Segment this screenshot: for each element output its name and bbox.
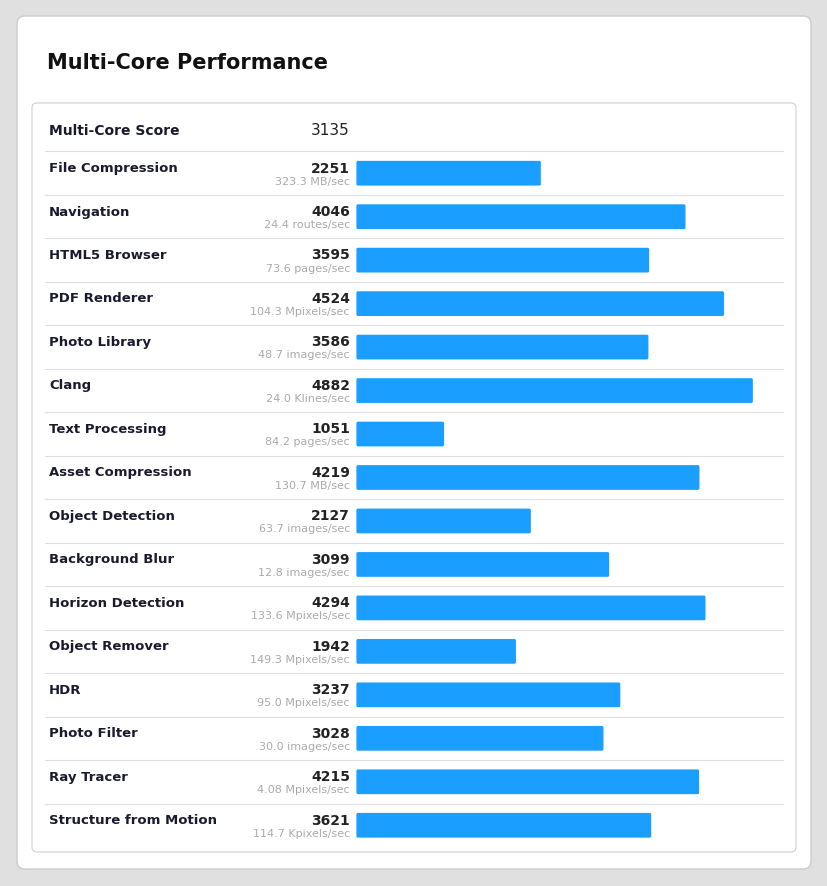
- Text: Object Detection: Object Detection: [49, 509, 174, 522]
- FancyBboxPatch shape: [356, 466, 699, 490]
- Text: 4294: 4294: [311, 595, 350, 610]
- FancyBboxPatch shape: [356, 596, 705, 620]
- Text: Horizon Detection: Horizon Detection: [49, 596, 184, 609]
- FancyBboxPatch shape: [356, 683, 619, 707]
- FancyBboxPatch shape: [356, 291, 723, 316]
- FancyBboxPatch shape: [356, 205, 685, 229]
- Text: 84.2 pages/sec: 84.2 pages/sec: [265, 437, 350, 447]
- Text: 48.7 images/sec: 48.7 images/sec: [258, 350, 350, 360]
- Text: 4882: 4882: [310, 378, 350, 392]
- Text: 3099: 3099: [311, 552, 350, 566]
- Text: PDF Renderer: PDF Renderer: [49, 292, 153, 305]
- Text: Multi-Core Score: Multi-Core Score: [49, 123, 179, 137]
- Text: File Compression: File Compression: [49, 162, 178, 175]
- Text: Background Blur: Background Blur: [49, 553, 174, 565]
- Text: 73.6 pages/sec: 73.6 pages/sec: [265, 263, 350, 273]
- Text: 4524: 4524: [310, 291, 350, 306]
- FancyBboxPatch shape: [356, 640, 515, 664]
- FancyBboxPatch shape: [356, 509, 530, 533]
- Text: Text Processing: Text Processing: [49, 423, 166, 435]
- FancyBboxPatch shape: [32, 104, 795, 852]
- Text: 95.0 Mpixels/sec: 95.0 Mpixels/sec: [257, 697, 350, 707]
- Text: 130.7 MB/sec: 130.7 MB/sec: [275, 480, 350, 490]
- Text: 4215: 4215: [310, 769, 350, 783]
- Text: Photo Library: Photo Library: [49, 336, 151, 348]
- Text: 3586: 3586: [311, 335, 350, 349]
- Text: Multi-Core Performance: Multi-Core Performance: [47, 53, 327, 73]
- FancyBboxPatch shape: [356, 161, 540, 186]
- Text: Navigation: Navigation: [49, 206, 130, 218]
- Text: Object Remover: Object Remover: [49, 640, 169, 652]
- Text: 3237: 3237: [311, 682, 350, 696]
- Text: 24.4 routes/sec: 24.4 routes/sec: [263, 220, 350, 229]
- Text: 104.3 Mpixels/sec: 104.3 Mpixels/sec: [250, 307, 350, 316]
- FancyBboxPatch shape: [356, 770, 698, 794]
- Text: Photo Filter: Photo Filter: [49, 727, 137, 739]
- Text: 63.7 images/sec: 63.7 images/sec: [258, 524, 350, 533]
- Text: 114.7 Kpixels/sec: 114.7 Kpixels/sec: [252, 828, 350, 837]
- Text: Asset Compression: Asset Compression: [49, 466, 191, 478]
- Text: Ray Tracer: Ray Tracer: [49, 770, 127, 782]
- FancyBboxPatch shape: [356, 553, 609, 577]
- Text: 1051: 1051: [311, 422, 350, 436]
- FancyBboxPatch shape: [356, 423, 443, 447]
- FancyBboxPatch shape: [356, 378, 752, 403]
- Text: 12.8 images/sec: 12.8 images/sec: [258, 567, 350, 577]
- FancyBboxPatch shape: [356, 335, 648, 360]
- Text: 4.08 Mpixels/sec: 4.08 Mpixels/sec: [257, 784, 350, 794]
- Text: 3135: 3135: [311, 123, 350, 138]
- Text: 2127: 2127: [311, 509, 350, 523]
- Text: 3595: 3595: [311, 248, 350, 262]
- Text: 4219: 4219: [311, 465, 350, 479]
- Text: 4046: 4046: [311, 205, 350, 219]
- Text: 2251: 2251: [310, 161, 350, 175]
- Text: 149.3 Mpixels/sec: 149.3 Mpixels/sec: [250, 654, 350, 664]
- Text: 24.0 Klines/sec: 24.0 Klines/sec: [265, 393, 350, 403]
- Text: 133.6 Mpixels/sec: 133.6 Mpixels/sec: [251, 610, 350, 620]
- Text: 30.0 images/sec: 30.0 images/sec: [258, 741, 350, 750]
- FancyBboxPatch shape: [356, 813, 651, 837]
- FancyBboxPatch shape: [356, 727, 603, 750]
- FancyBboxPatch shape: [356, 248, 648, 273]
- Text: 3028: 3028: [311, 726, 350, 740]
- Text: Structure from Motion: Structure from Motion: [49, 813, 217, 826]
- Text: 323.3 MB/sec: 323.3 MB/sec: [275, 176, 350, 186]
- Text: HTML5 Browser: HTML5 Browser: [49, 249, 166, 261]
- Text: Clang: Clang: [49, 379, 91, 392]
- Text: HDR: HDR: [49, 683, 81, 696]
- Text: 1942: 1942: [311, 639, 350, 653]
- Text: 3621: 3621: [311, 812, 350, 827]
- FancyBboxPatch shape: [17, 17, 810, 869]
